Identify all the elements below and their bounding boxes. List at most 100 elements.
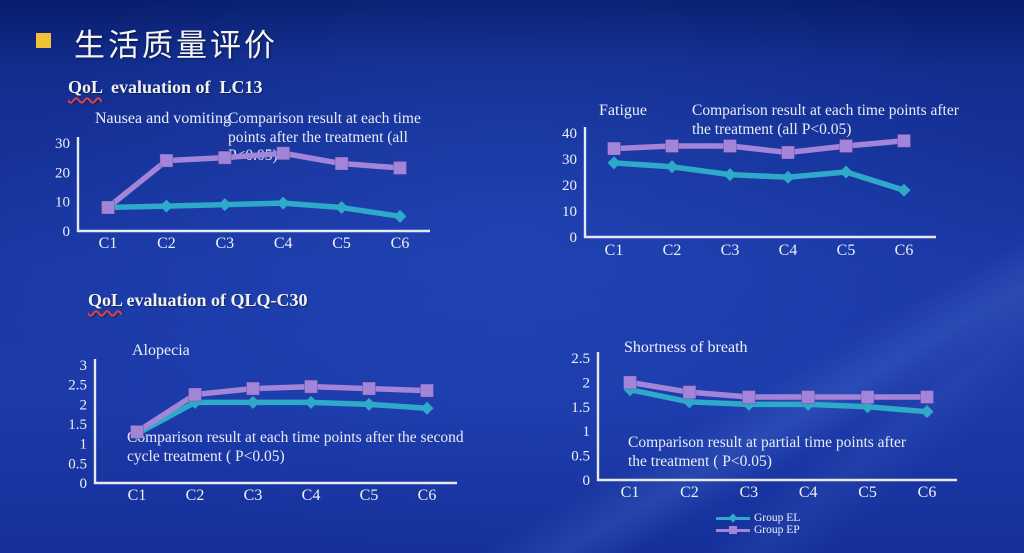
marker-diamond-icon bbox=[218, 198, 232, 212]
marker-square-icon bbox=[217, 150, 232, 165]
series-line bbox=[613, 138, 905, 156]
series-line bbox=[629, 379, 927, 400]
series-group-ep bbox=[130, 379, 434, 439]
heading-qlq-rest: evaluation of QLQ-C30 bbox=[122, 290, 308, 310]
series-line bbox=[107, 200, 401, 220]
marker-square-icon bbox=[623, 375, 637, 390]
legend: Group EL Group EP bbox=[716, 512, 800, 536]
legend-label-group-el: Group EL bbox=[754, 512, 801, 524]
marker-square-icon bbox=[420, 383, 434, 398]
marker-diamond-icon bbox=[246, 395, 260, 409]
marker-diamond-icon bbox=[920, 405, 934, 419]
marker-square-icon bbox=[304, 379, 318, 394]
series-line bbox=[629, 387, 928, 415]
legend-item-group-el: Group EL bbox=[716, 512, 800, 524]
x-tick-label: C5 bbox=[858, 484, 877, 501]
y-tick-label: 0.5 bbox=[571, 449, 590, 465]
x-tick-label: C1 bbox=[621, 484, 640, 501]
marker-diamond-icon bbox=[897, 183, 911, 197]
x-tick-label: C2 bbox=[663, 242, 682, 259]
marker-square-icon bbox=[741, 390, 756, 405]
chart-title-breath: Shortness of breath bbox=[624, 339, 748, 356]
series-line bbox=[135, 399, 428, 437]
marker-diamond-icon bbox=[723, 168, 737, 182]
y-tick-label: 0.5 bbox=[68, 456, 87, 472]
series-group-ep bbox=[101, 146, 407, 215]
series-group-el bbox=[607, 156, 911, 197]
y-tick-label: 1 bbox=[583, 424, 591, 440]
marker-square-icon bbox=[897, 133, 911, 148]
marker-diamond-icon bbox=[839, 165, 853, 179]
x-tick-label: C4 bbox=[779, 242, 798, 259]
marker-square-icon bbox=[781, 145, 795, 160]
y-tick-label: 0 bbox=[80, 476, 88, 492]
y-tick-label: 3 bbox=[80, 358, 88, 374]
x-tick-label: C5 bbox=[360, 487, 379, 504]
marker-diamond-icon bbox=[682, 395, 696, 409]
x-tick-label: C4 bbox=[274, 235, 293, 252]
chart-title-alopecia: Alopecia bbox=[132, 342, 190, 359]
y-tick-label: 1.5 bbox=[68, 417, 87, 433]
x-tick-label: C1 bbox=[99, 235, 118, 252]
y-tick-label: 1.5 bbox=[571, 400, 590, 416]
heading-qol-word: QoL bbox=[68, 77, 103, 97]
y-tick-label: 30 bbox=[562, 152, 577, 168]
series-line bbox=[106, 150, 401, 210]
y-tick-label: 0 bbox=[583, 473, 591, 489]
chart-annotation-fatigue: Comparison result at each time points af… bbox=[692, 102, 959, 138]
x-tick-label: C6 bbox=[918, 484, 937, 501]
legend-square-icon bbox=[729, 526, 737, 534]
legend-swatch-group-el bbox=[716, 512, 750, 524]
series-group-el bbox=[101, 196, 407, 223]
marker-diamond-icon bbox=[781, 170, 795, 184]
marker-diamond-icon bbox=[362, 397, 376, 411]
marker-diamond-icon bbox=[393, 209, 407, 223]
chart-annotation-breath: Comparison result at partial time points… bbox=[628, 434, 907, 470]
x-tick-label: C3 bbox=[244, 487, 263, 504]
x-tick-label: C4 bbox=[799, 484, 818, 501]
section-heading-qlq-c30: QoL evaluation of QLQ-C30 bbox=[88, 290, 308, 311]
marker-square-icon bbox=[393, 160, 407, 175]
x-tick-label: C2 bbox=[680, 484, 699, 501]
slide-title: 生活质量评价 bbox=[74, 28, 278, 63]
x-tick-label: C5 bbox=[332, 235, 351, 252]
chart-canvas-breath: 0 0.5 1 1.5 2 2.5 C1 C2 C3 C4 C5 C6 bbox=[571, 351, 957, 501]
legend-diamond-icon bbox=[728, 513, 738, 523]
marker-square-icon bbox=[130, 424, 144, 439]
marker-square-icon bbox=[860, 390, 875, 405]
marker-diamond-icon bbox=[304, 395, 318, 409]
series-group-ep bbox=[607, 133, 911, 160]
y-tick-label: 10 bbox=[562, 204, 577, 220]
y-tick-label: 2 bbox=[583, 375, 591, 391]
x-tick-label: C6 bbox=[418, 487, 437, 504]
y-tick-label: 0 bbox=[570, 230, 578, 246]
marker-square-icon bbox=[665, 139, 679, 153]
legend-swatch-group-ep bbox=[716, 524, 750, 536]
legend-item-group-ep: Group EP bbox=[716, 524, 800, 536]
x-tick-label: C4 bbox=[302, 487, 321, 504]
x-tick-label: C2 bbox=[186, 487, 205, 504]
y-tick-label: 30 bbox=[55, 136, 70, 152]
series-line bbox=[135, 383, 428, 435]
marker-square-icon bbox=[920, 390, 934, 405]
y-tick-label: 0 bbox=[63, 224, 71, 240]
marker-square-icon bbox=[723, 139, 737, 153]
chart-title-fatigue: Fatigue bbox=[599, 102, 647, 119]
marker-square-icon bbox=[188, 387, 202, 402]
marker-square-icon bbox=[607, 141, 621, 156]
x-tick-label: C2 bbox=[157, 235, 176, 252]
y-tick-label: 2.5 bbox=[571, 351, 590, 367]
chart-canvas-nausea: 0 10 20 30 C1 C2 C3 C4 C5 C6 bbox=[55, 136, 430, 252]
marker-diamond-icon bbox=[607, 156, 621, 170]
x-tick-label: C1 bbox=[128, 487, 147, 504]
marker-diamond-icon bbox=[420, 401, 434, 415]
y-tick-label: 20 bbox=[55, 165, 70, 181]
marker-square-icon bbox=[276, 146, 291, 161]
chart-title-nausea: Nausea and vomiting bbox=[95, 110, 231, 127]
marker-square-icon bbox=[801, 390, 816, 405]
chart-annotation-nausea: Comparison result at each time points af… bbox=[228, 110, 421, 165]
x-tick-label: C3 bbox=[215, 235, 234, 252]
chart-annotation-alopecia: Comparison result at each time points af… bbox=[127, 429, 464, 465]
marker-diamond-icon bbox=[335, 201, 349, 215]
